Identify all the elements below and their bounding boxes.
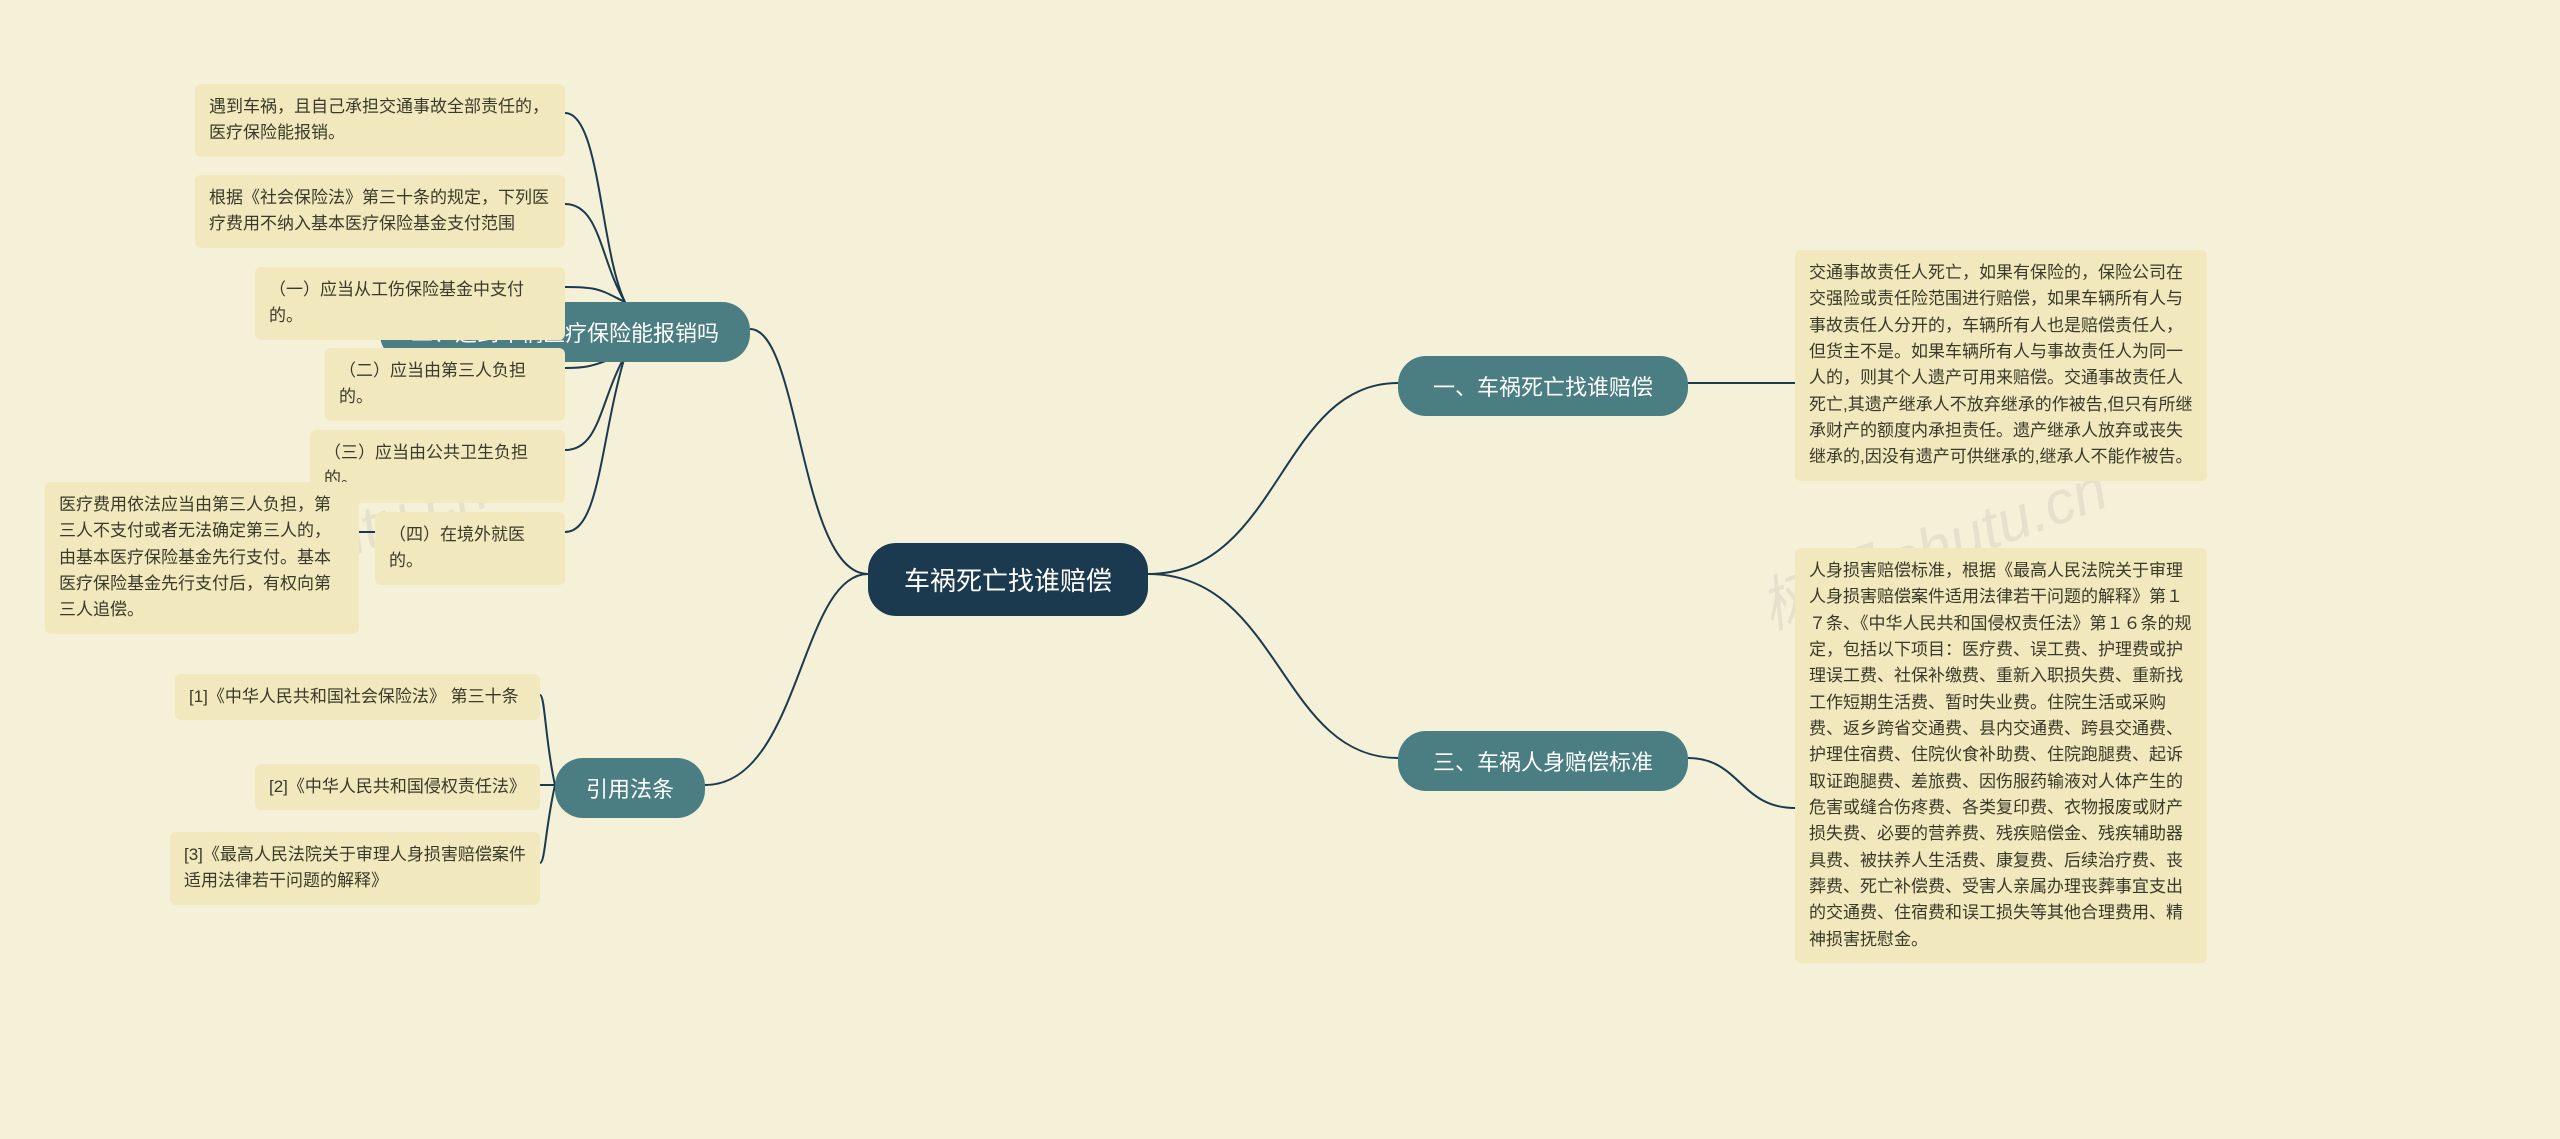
leaf-b4-2: [2]《中华人民共和国侵权责任法》 xyxy=(255,764,540,810)
edge-root-b1 xyxy=(1148,383,1398,574)
edge-b2-l3 xyxy=(565,287,625,302)
leaf-b2-6-sub: 医疗费用依法应当由第三人负担，第三人不支付或者无法确定第三人的，由基本医疗保险基… xyxy=(45,482,359,634)
edge-root-b2 xyxy=(750,329,868,574)
leaf-b2-3: （一）应当从工伤保险基金中支付的。 xyxy=(255,267,565,340)
branch-label: 引用法条 xyxy=(586,772,674,804)
edge-root-b4 xyxy=(705,574,868,785)
edge-b4-l1 xyxy=(540,695,555,785)
leaf-b2-1: 遇到车祸，且自己承担交通事故全部责任的，医疗保险能报销。 xyxy=(195,84,565,157)
leaf-b4-3: [3]《最高人民法院关于审理人身损害赔偿案件适用法律若干问题的解释》 xyxy=(170,832,540,905)
branch-node-1: 一、车祸死亡找谁赔偿 xyxy=(1398,356,1688,416)
edge-b2-l6 xyxy=(565,356,625,532)
leaf-b2-2: 根据《社会保险法》第三十条的规定，下列医疗费用不纳入基本医疗保险基金支付范围 xyxy=(195,175,565,248)
root-node: 车祸死亡找谁赔偿 xyxy=(868,543,1148,616)
leaf-b2-4: （二）应当由第三人负担的。 xyxy=(325,348,565,421)
root-label: 车祸死亡找谁赔偿 xyxy=(904,561,1112,598)
edge-b3-l1 xyxy=(1688,758,1795,808)
leaf-b2-6: （四）在境外就医的。 xyxy=(375,512,565,585)
edge-b2-l5 xyxy=(565,356,625,450)
branch-node-4: 引用法条 xyxy=(555,758,705,818)
edge-root-b3 xyxy=(1148,574,1398,758)
edge-b4-l3 xyxy=(540,785,555,863)
branch-node-3: 三、车祸人身赔偿标准 xyxy=(1398,731,1688,791)
edge-b2-l2 xyxy=(565,204,625,302)
leaf-b1-1: 交通事故责任人死亡，如果有保险的，保险公司在交强险或责任险范围进行赔偿，如果车辆… xyxy=(1795,250,2207,481)
branch-label: 三、车祸人身赔偿标准 xyxy=(1433,745,1653,777)
branch-label: 一、车祸死亡找谁赔偿 xyxy=(1433,370,1653,402)
leaf-b4-1: [1]《中华人民共和国社会保险法》 第三十条 xyxy=(175,674,540,720)
leaf-b3-1: 人身损害赔偿标准，根据《最高人民法院关于审理人身损害赔偿案件适用法律若干问题的解… xyxy=(1795,548,2207,963)
edge-b2-l1 xyxy=(565,113,625,302)
